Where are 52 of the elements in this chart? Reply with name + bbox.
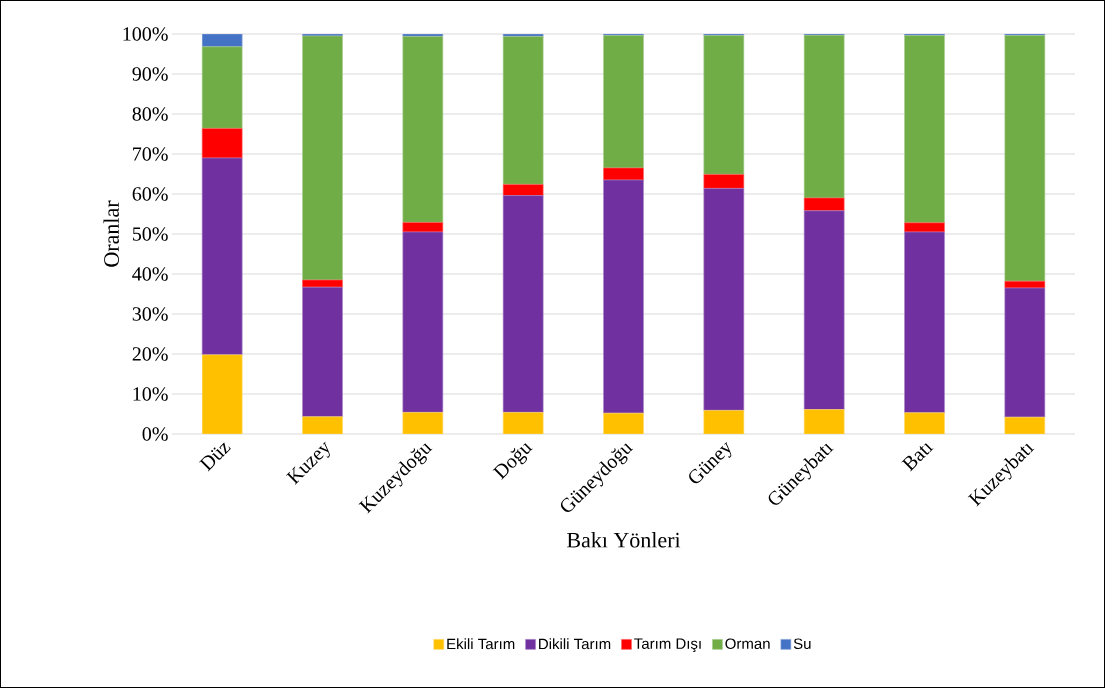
y-axis-title: Oranlar <box>103 200 119 267</box>
bar <box>402 231 444 413</box>
bar <box>502 184 544 196</box>
bar <box>502 36 544 185</box>
x-axis-title: Bakı Yönleri <box>567 532 681 548</box>
bar <box>201 46 243 129</box>
bar <box>201 128 243 159</box>
x-tick-label: Düz <box>199 442 231 472</box>
legend-label: Dikili Tarım <box>539 638 611 650</box>
bar <box>904 231 945 414</box>
y-tick-label: 20% <box>132 347 168 361</box>
bar <box>703 35 745 175</box>
y-tick-label: 40% <box>132 267 168 281</box>
bar <box>302 416 343 434</box>
legend-label: Orman <box>725 638 770 650</box>
bar <box>803 197 845 212</box>
y-tick-label: 0% <box>142 427 168 441</box>
bar <box>803 409 845 434</box>
bar <box>402 412 444 434</box>
bar <box>603 35 644 169</box>
y-tick-label: 80% <box>132 107 168 121</box>
bar <box>904 222 945 233</box>
bar <box>904 412 945 434</box>
legend-label: Su <box>793 638 811 650</box>
bar <box>402 36 444 223</box>
bar <box>703 410 745 434</box>
bar <box>1004 287 1046 418</box>
bar <box>201 157 243 356</box>
bar <box>904 35 945 224</box>
y-tick-label: 70% <box>133 147 168 161</box>
bar <box>703 188 745 411</box>
bar <box>302 286 343 418</box>
y-tick-label: 100% <box>123 27 168 41</box>
bar <box>302 35 343 281</box>
legend-label: Ekili Tarım <box>447 638 515 650</box>
bar <box>201 354 243 434</box>
bar <box>502 195 544 413</box>
y-tick-label: 10% <box>133 387 168 401</box>
bar <box>502 412 544 434</box>
bar <box>603 179 644 414</box>
bar <box>302 279 343 288</box>
bar <box>603 167 644 181</box>
y-tick-label: 50% <box>132 227 168 241</box>
y-tick-label: 90% <box>132 67 168 81</box>
y-tick-label: 30% <box>132 307 168 321</box>
bar <box>803 34 845 199</box>
legend-label: Tarım Dışı <box>634 638 701 652</box>
y-tick-label: 60% <box>132 187 168 201</box>
x-tick-label: Batı <box>901 443 934 472</box>
bar <box>803 210 845 410</box>
bar <box>1004 35 1046 282</box>
bar <box>703 174 745 189</box>
